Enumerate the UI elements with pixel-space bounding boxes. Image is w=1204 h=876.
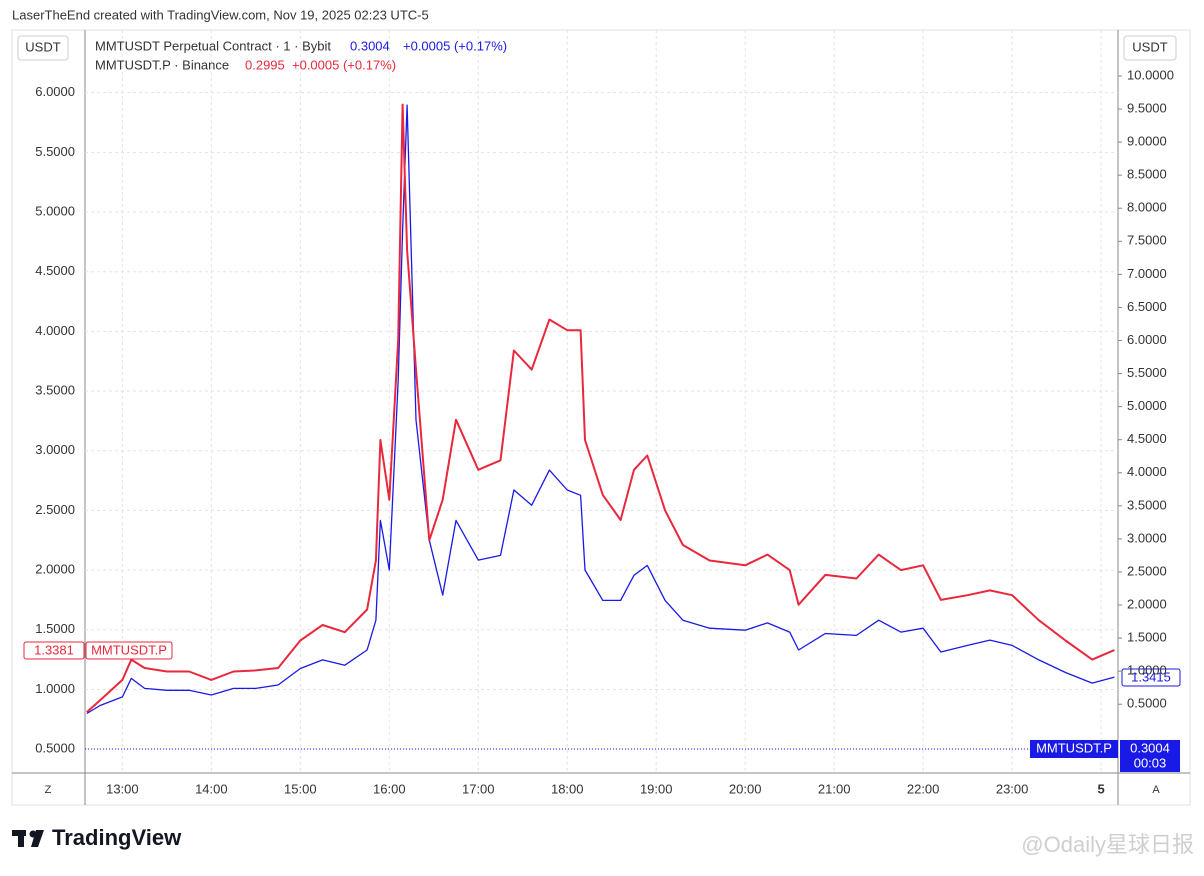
y-axis-label: USDT xyxy=(25,39,60,54)
y2-tick-label: 5.0000 xyxy=(1127,398,1167,413)
y2-tick-label: 9.0000 xyxy=(1127,134,1167,149)
y2-tick-label: 0.5000 xyxy=(1127,696,1167,711)
chart-title: LaserTheEnd created with TradingView.com… xyxy=(12,7,429,22)
y2-axis-label: USDT xyxy=(1132,39,1167,54)
x-tick-label: 21:00 xyxy=(818,781,851,796)
y-tick-label: 5.5000 xyxy=(35,144,75,159)
series-label: MMTUSDT.P xyxy=(91,642,167,657)
legend-name: MMTUSDT.P · Binance xyxy=(95,57,229,72)
countdown: 00:03 xyxy=(1134,755,1167,770)
y2-tick-label: 6.5000 xyxy=(1127,299,1167,314)
y2-tick-label: 2.0000 xyxy=(1127,596,1167,611)
price-label-box xyxy=(23,641,85,660)
corner-button[interactable]: Z xyxy=(45,784,52,796)
x-tick-label: 14:00 xyxy=(195,781,228,796)
watermark: @Odaily星球日报 xyxy=(1021,832,1194,857)
x-tick-label: 5 xyxy=(1097,781,1104,796)
y-tick-label: 1.0000 xyxy=(35,681,75,696)
y2-tick-label: 5.5000 xyxy=(1127,365,1167,380)
y2-tick-label: 1.5000 xyxy=(1127,630,1167,645)
y2-tick-label: 1.0000 xyxy=(1127,663,1167,678)
y2-tick-label: 3.5000 xyxy=(1127,497,1167,512)
y2-tick-label: 6.0000 xyxy=(1127,332,1167,347)
x-tick-label: 13:00 xyxy=(106,781,139,796)
x-tick-label: 20:00 xyxy=(729,781,762,796)
series-label-box xyxy=(1030,740,1118,758)
y-tick-label: 5.0000 xyxy=(35,203,75,218)
frame xyxy=(11,29,1191,806)
y-tick-label: 6.0000 xyxy=(35,84,75,99)
y2-tick-label: 10.0000 xyxy=(1127,67,1174,82)
price-label: 1.3415 xyxy=(1131,669,1171,684)
y2-tick-label: 2.5000 xyxy=(1127,563,1167,578)
legend-change: +0.0005 (+0.17%) xyxy=(403,38,507,53)
series-label: MMTUSDT.P xyxy=(1036,740,1112,755)
y2-tick-label: 9.5000 xyxy=(1127,100,1167,115)
price-label-box xyxy=(1121,668,1181,687)
last-price-box xyxy=(1120,740,1180,772)
x-tick-label: 15:00 xyxy=(284,781,317,796)
last-price: 0.3004 xyxy=(1130,740,1170,755)
legend-name: MMTUSDT Perpetual Contract · 1 · Bybit xyxy=(95,38,331,53)
y2-tick-label: 7.5000 xyxy=(1127,233,1167,248)
brand-logo xyxy=(12,830,44,847)
brand-name: TradingView xyxy=(52,825,182,850)
y-tick-label: 3.0000 xyxy=(35,442,75,457)
y-label-box xyxy=(17,35,69,61)
grid xyxy=(85,30,1118,773)
y2-label-box xyxy=(1123,35,1177,61)
legend-price: 0.2995 xyxy=(245,57,285,72)
y2-tick-label: 8.5000 xyxy=(1127,167,1167,182)
y2-tick-label: 8.0000 xyxy=(1127,200,1167,215)
y-tick-label: 0.5000 xyxy=(35,741,75,756)
series-line xyxy=(86,104,1115,715)
x-tick-label: 22:00 xyxy=(907,781,940,796)
y2-tick-label: 4.5000 xyxy=(1127,431,1167,446)
corner-button[interactable]: A xyxy=(1152,784,1160,796)
legend-change: +0.0005 (+0.17%) xyxy=(292,57,396,72)
y-tick-label: 2.0000 xyxy=(35,562,75,577)
x-tick-label: 17:00 xyxy=(462,781,495,796)
series-label-box xyxy=(85,641,173,660)
legend-price: 0.3004 xyxy=(350,38,390,53)
price-label: 1.3381 xyxy=(34,642,74,657)
y2-tick-label: 4.0000 xyxy=(1127,464,1167,479)
x-tick-label: 16:00 xyxy=(373,781,406,796)
y2-tick-label: 3.0000 xyxy=(1127,530,1167,545)
y-tick-label: 2.5000 xyxy=(35,502,75,517)
y-tick-label: 3.5000 xyxy=(35,383,75,398)
y2-tick-label: 7.0000 xyxy=(1127,266,1167,281)
x-tick-label: 23:00 xyxy=(996,781,1029,796)
y-tick-label: 4.5000 xyxy=(35,263,75,278)
y-tick-label: 4.0000 xyxy=(35,323,75,338)
x-tick-label: 19:00 xyxy=(640,781,673,796)
series-line xyxy=(86,103,1115,713)
x-tick-label: 18:00 xyxy=(551,781,584,796)
y-tick-label: 1.5000 xyxy=(35,621,75,636)
